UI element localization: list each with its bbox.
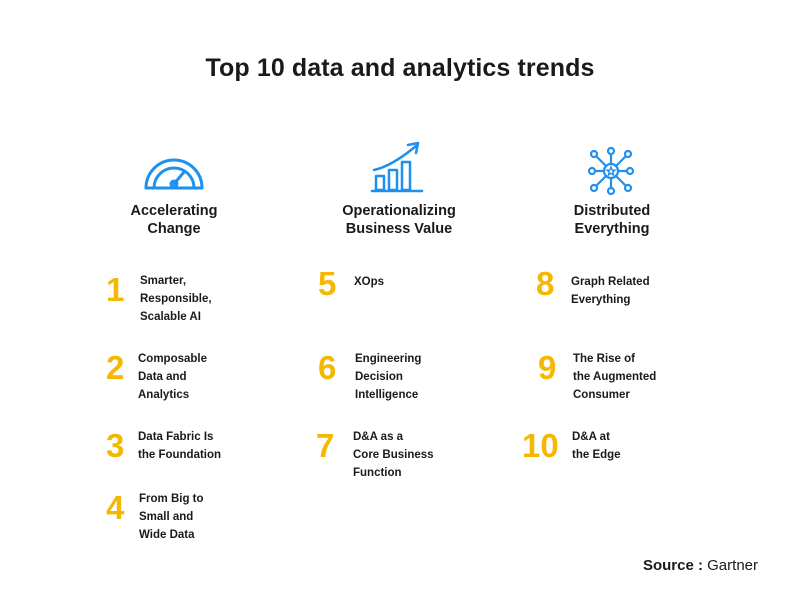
speedometer-icon	[144, 158, 204, 190]
trend-number: 7	[316, 427, 335, 464]
trend-label: Graph Related Everything	[571, 276, 650, 306]
trend-item-7: 7 D&A as a Core Business Function	[316, 428, 434, 482]
trend-label: Smarter, Responsible, Scalable AI	[140, 275, 212, 323]
trend-item-3: 3 Data Fabric Is the Foundation	[106, 428, 221, 464]
trend-number: 5	[318, 265, 337, 302]
trend-item-2: 2 Composable Data and Analytics	[106, 350, 207, 404]
trend-label: Engineering Decision Intelligence	[355, 353, 422, 401]
trend-number: 9	[538, 349, 557, 386]
trend-item-9: 9 The Rise of the Augmented Consumer	[538, 350, 656, 404]
trend-item-5: 5 XOps	[318, 266, 384, 302]
trend-number: 10	[522, 427, 559, 464]
source-credit: Source : Gartner	[643, 557, 758, 574]
trend-label: XOps	[354, 276, 385, 288]
trend-number: 4	[106, 489, 125, 526]
trend-label: From Big to Small and Wide Data	[139, 493, 204, 541]
source-label: Source :	[642, 557, 703, 574]
trend-item-8: 8 Graph Related Everything	[536, 266, 650, 309]
trend-number: 2	[106, 349, 125, 386]
column-heading-distributed-everything: Distributed Everything	[573, 203, 651, 237]
trend-number: 1	[106, 271, 125, 308]
trend-label: The Rise of the Augmented Consumer	[573, 353, 657, 401]
trend-number: 8	[536, 265, 555, 302]
column-heading-accelerating-change: Accelerating Change	[130, 203, 218, 237]
trend-number: 3	[106, 427, 125, 464]
trend-item-1: 1 Smarter, Responsible, Scalable AI	[106, 272, 212, 326]
column-heading-operationalizing-business-value: Operationalizing Business Value	[342, 203, 456, 237]
trend-item-6: 6 Engineering Decision Intelligence	[318, 350, 421, 404]
network-hub-icon	[587, 146, 635, 196]
source-value: Gartner	[707, 557, 758, 574]
trend-number: 6	[318, 349, 337, 386]
trend-label: Composable Data and Analytics	[138, 353, 208, 401]
trend-label: D&A as a Core Business Function	[353, 431, 434, 479]
trend-label: Data Fabric Is the Foundation	[138, 431, 222, 461]
trend-label: D&A at the Edge	[572, 431, 621, 461]
growth-chart-icon	[370, 141, 424, 193]
trend-item-10: 10 D&A at the Edge	[522, 428, 621, 464]
trend-item-4: 4 From Big to Small and Wide Data	[106, 490, 204, 544]
page-title: Top 10 data and analytics trends	[205, 54, 595, 82]
